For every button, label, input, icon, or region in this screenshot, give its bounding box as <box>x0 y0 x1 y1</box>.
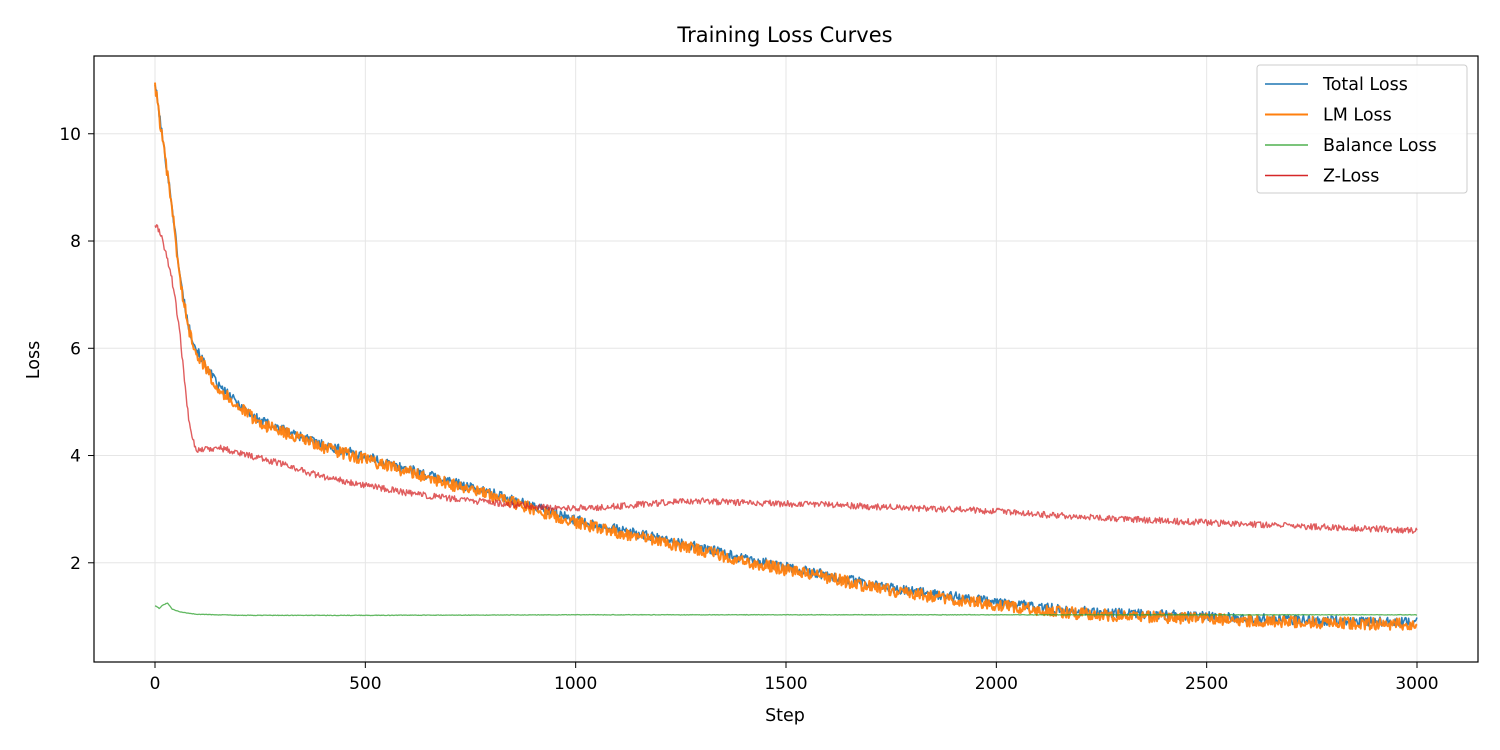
x-tick-label: 3000 <box>1395 674 1438 694</box>
legend-label: Z-Loss <box>1323 167 1379 187</box>
y-axis-title: Loss <box>24 341 44 379</box>
x-axis-title: Step <box>765 706 805 726</box>
series-line-balance-loss <box>154 602 1418 617</box>
series-line-z-loss <box>154 224 1418 534</box>
x-tick-label: 1500 <box>764 674 807 694</box>
y-tick-label: 4 <box>70 447 81 467</box>
legend-label: Balance Loss <box>1323 136 1437 156</box>
legend-box <box>1256 64 1468 194</box>
x-tick-label: 1000 <box>554 674 597 694</box>
ticks: 0 500 1000 1500 2000 2500 3000 2 4 6 8 10 <box>59 125 1438 694</box>
series-line-lm-loss <box>154 82 1418 631</box>
x-tick-label: 2500 <box>1185 674 1228 694</box>
y-tick-label: 2 <box>70 554 81 574</box>
y-tick-label: 6 <box>70 339 81 359</box>
x-tick-label: 0 <box>150 674 161 694</box>
chart-title: Training Loss Curves <box>676 23 892 47</box>
y-tick-label: 8 <box>70 232 81 252</box>
grid <box>94 56 1478 662</box>
legend: Total Loss LM Loss Balance Loss Z-Loss <box>1256 64 1468 194</box>
x-tick-label: 500 <box>349 674 381 694</box>
legend-label: Total Loss <box>1322 75 1408 95</box>
legend-label: LM Loss <box>1323 106 1392 126</box>
series-layer <box>154 82 1418 631</box>
y-tick-label: 10 <box>59 125 81 145</box>
x-tick-label: 2000 <box>975 674 1018 694</box>
